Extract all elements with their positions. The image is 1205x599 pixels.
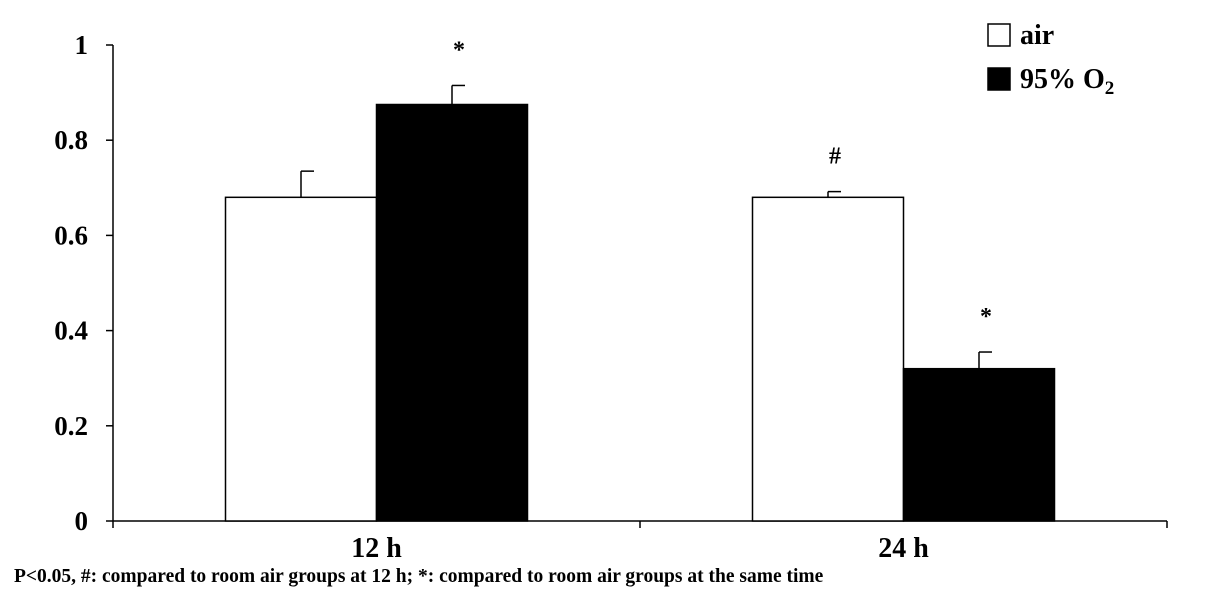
bar <box>224 196 378 522</box>
bar <box>375 103 529 522</box>
y-tick-label: 0 <box>75 506 89 536</box>
significance-mark: * <box>980 304 992 330</box>
y-tick-label: 0.2 <box>54 411 88 441</box>
significance-mark: # <box>829 144 841 170</box>
legend: air 95% O2 <box>987 20 1114 99</box>
y-tick-label: 0.4 <box>54 316 88 346</box>
footnote: P<0.05, #: compared to room air groups a… <box>14 566 824 587</box>
legend-label: air <box>1020 20 1054 51</box>
bar <box>902 367 1056 522</box>
legend-swatch <box>987 67 1011 91</box>
legend-subscript: 2 <box>1105 78 1115 99</box>
significance-mark: * <box>453 37 465 63</box>
x-tick-label: 24 h <box>878 533 929 564</box>
bar <box>751 196 905 522</box>
legend-label: 95% O2 <box>1020 64 1114 99</box>
y-tick-label: 1 <box>75 30 89 60</box>
legend-swatch <box>987 23 1011 47</box>
y-tick-label: 0.6 <box>54 220 88 250</box>
y-tick-label: 0.8 <box>54 125 88 155</box>
bars: * # * <box>224 37 1056 522</box>
x-tick-label: 12 h <box>351 533 402 564</box>
